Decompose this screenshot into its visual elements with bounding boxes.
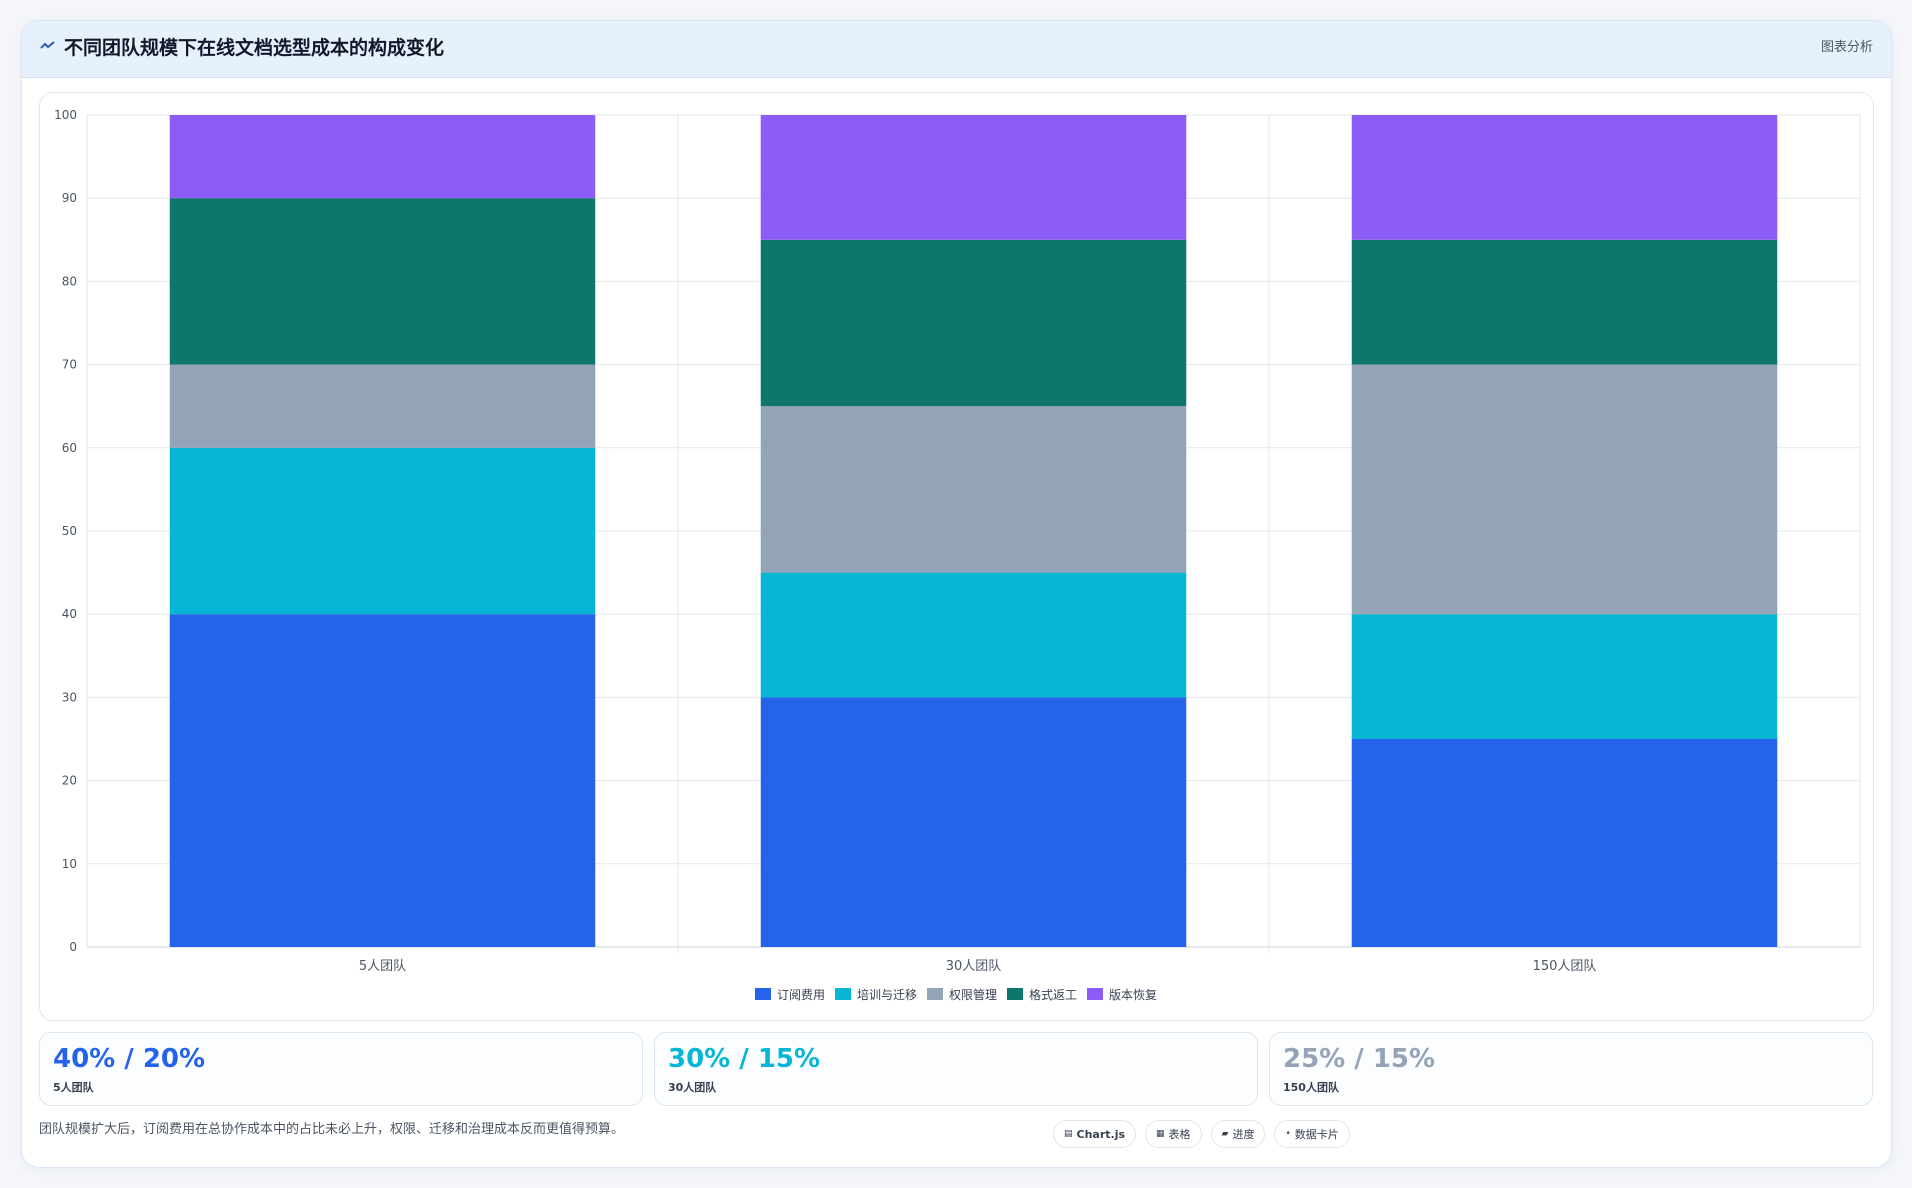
stat-cards: 40% / 20% 5人团队 30% / 15% 30人团队 25% / 15%…: [39, 1032, 1873, 1106]
chart-footnote: 团队规模扩大后，订阅费用在总协作成本中的占比未必上升，权限、迁移和治理成本反而更…: [39, 1122, 625, 1137]
bar-segment: [169, 447, 596, 615]
legend-item[interactable]: 版本恢复: [1087, 985, 1157, 1003]
chart-icon: ▤: [1064, 1129, 1073, 1139]
legend-swatch: [834, 988, 851, 1000]
stat-label: 30人团队: [668, 1081, 717, 1094]
bar-segment: [1351, 614, 1778, 739]
legend-swatch: [926, 988, 943, 1000]
panel-header: 不同团队规模下在线文档选型成本的构成变化 图表分析: [22, 21, 1891, 78]
bar-segment: [1351, 115, 1778, 240]
legend-swatch: [754, 988, 771, 1000]
tech-tags: ▤ Chart.js ▦ 表格 ▰ 进度 • 数据卡片: [1053, 1120, 1350, 1148]
bar-segment: [760, 115, 1187, 240]
tag-progress[interactable]: ▰ 进度: [1210, 1120, 1266, 1148]
stat-value: 25% / 15%: [1283, 1044, 1436, 1074]
trend-line-icon: [40, 39, 58, 55]
stat-card: 30% / 15% 30人团队: [654, 1032, 1258, 1106]
tag-data-card[interactable]: • 数据卡片: [1274, 1120, 1350, 1148]
chart-analysis-button[interactable]: 图表分析: [1820, 40, 1873, 55]
legend-item[interactable]: 权限管理: [926, 985, 997, 1003]
bar-segment: [760, 697, 1187, 947]
bar-segment: [1351, 739, 1778, 947]
bar-segment: [169, 115, 596, 199]
bar-segment: [760, 239, 1187, 407]
chart-legend: 订阅费用 培训与迁移 权限管理 格式返工 版本恢复: [0, 985, 1912, 1003]
tag-table[interactable]: ▦ 表格: [1145, 1120, 1202, 1148]
legend-label: 权限管理: [948, 987, 997, 1002]
stat-label: 5人团队: [53, 1081, 94, 1094]
table-icon: ▦: [1156, 1129, 1165, 1139]
bar-segment: [169, 364, 596, 448]
bar-segment: [169, 198, 596, 365]
bar-segment: [760, 406, 1187, 573]
tag-label: 进度: [1232, 1128, 1255, 1141]
stat-card: 25% / 15% 150人团队: [1269, 1032, 1873, 1106]
legend-item[interactable]: 格式返工: [1007, 985, 1077, 1003]
legend-label: 格式返工: [1029, 987, 1078, 1002]
bar-segment: [1351, 364, 1778, 615]
bar-segment: [169, 614, 596, 947]
legend-swatch: [1007, 988, 1023, 1000]
progress-icon: ▰: [1221, 1129, 1229, 1139]
bar-segment: [1351, 239, 1778, 365]
tag-label: 表格: [1168, 1128, 1191, 1141]
tag-label: Chart.js: [1076, 1127, 1126, 1141]
stat-value: 30% / 15%: [668, 1044, 821, 1074]
legend-label: 培训与迁移: [856, 987, 917, 1002]
legend-label: 订阅费用: [776, 987, 825, 1002]
card-icon: •: [1285, 1129, 1291, 1139]
legend-label: 版本恢复: [1109, 987, 1158, 1002]
stat-card: 40% / 20% 5人团队: [39, 1032, 643, 1106]
tag-label: 数据卡片: [1294, 1128, 1339, 1141]
legend-item[interactable]: 培训与迁移: [834, 985, 917, 1003]
legend-swatch: [1087, 988, 1104, 1000]
tag-chartjs[interactable]: ▤ Chart.js: [1053, 1120, 1137, 1148]
stat-value: 40% / 20%: [53, 1044, 206, 1074]
legend-item[interactable]: 订阅费用: [754, 985, 825, 1003]
bar-segment: [760, 572, 1187, 698]
chart-title: 不同团队规模下在线文档选型成本的构成变化: [64, 37, 445, 59]
stat-label: 150人团队: [1283, 1081, 1339, 1094]
